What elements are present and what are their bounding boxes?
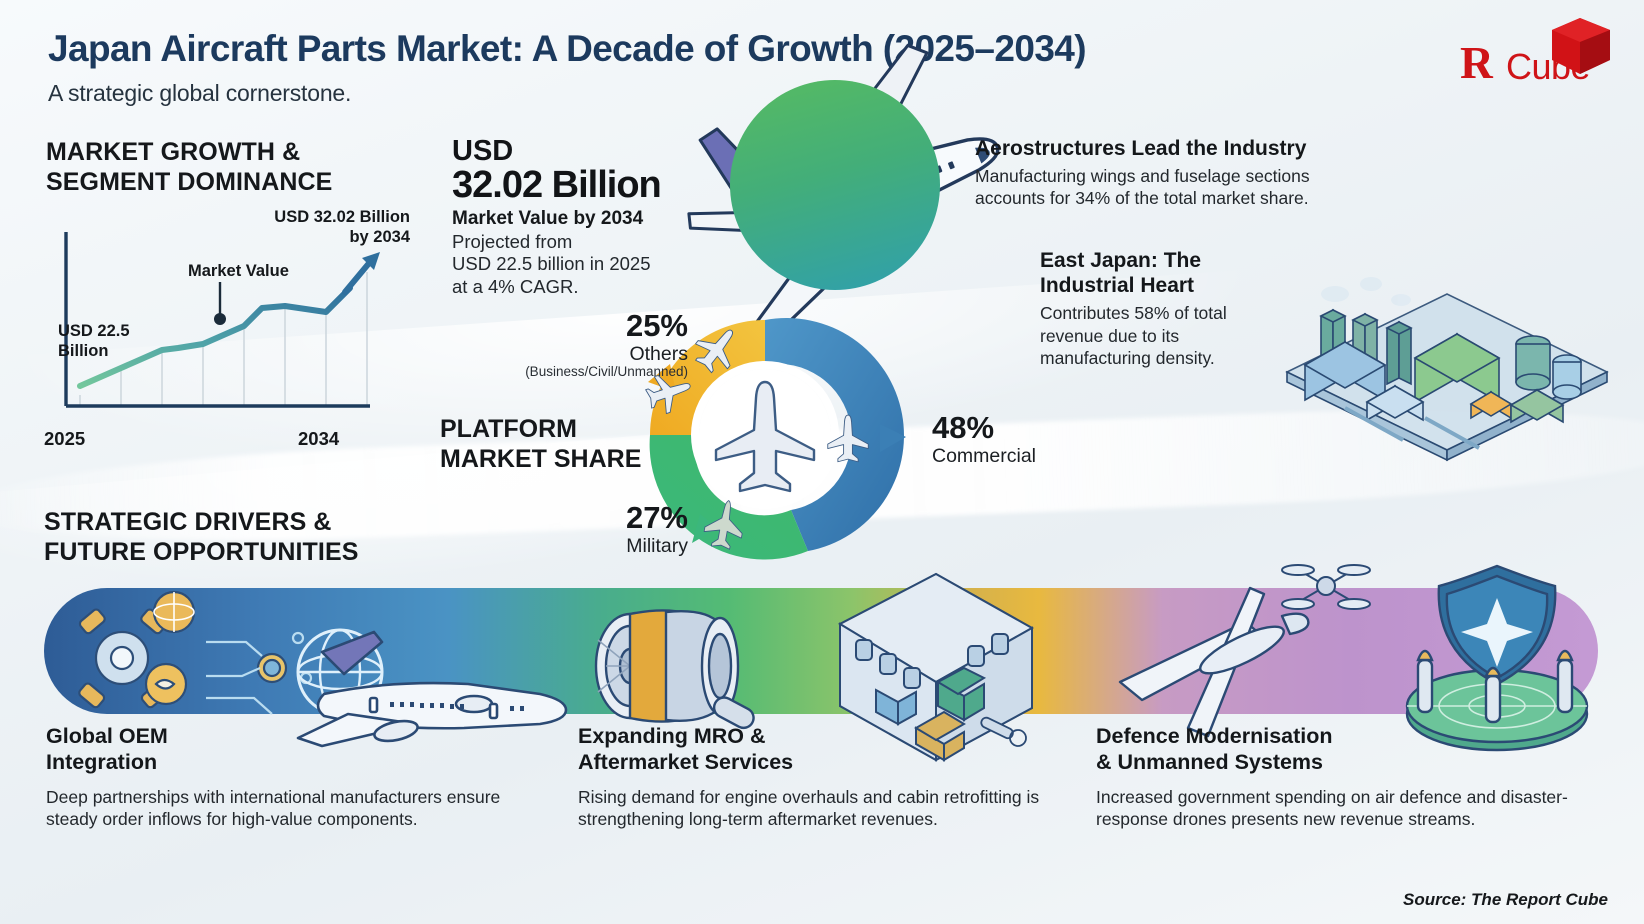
chart-label-end: USD 32.02 Billion by 2034 <box>274 208 410 246</box>
source-attribution: Source: The Report Cube <box>1403 890 1608 909</box>
donut-slice-others-pointer <box>648 364 676 392</box>
chart-trend-arrow <box>342 252 380 295</box>
others-percentage: 25% <box>625 308 688 343</box>
driver-card-global-oem: Global OEM Integration Deep partnerships… <box>46 724 516 830</box>
smoke <box>1321 277 1411 306</box>
market-growth-line-chart: USD 32.02 Billion by 2034 Market Value U… <box>40 200 410 455</box>
stat-currency: USD <box>452 135 514 167</box>
stat-projection: Projected from USD 22.5 billion in 2025 … <box>452 230 651 297</box>
chart-gridlines <box>79 272 368 405</box>
others-sublabel: (Business/Civil/Unmanned) <box>525 363 688 379</box>
donut-chart-title: PLATFORM MARKET SHARE <box>440 415 642 473</box>
section-heading-line2: SEGMENT DOMINANCE <box>46 167 333 196</box>
stat-value: 32.02 Billion <box>452 164 662 206</box>
line-chart-svg <box>64 232 380 408</box>
others-name: Others <box>629 342 688 365</box>
military-jet-icon <box>703 500 743 550</box>
market-value-stat: USD 32.02 Billion Market Value by 2034 P… <box>452 137 687 298</box>
page-title: Japan Aircraft Parts Market: A Decade of… <box>48 28 1087 69</box>
factory-illustration <box>1285 277 1609 462</box>
hero-aircraft-illustration <box>660 43 1030 340</box>
section-heading-line1: MARKET GROWTH & <box>46 138 301 166</box>
section-heading-strategic-drivers: STRATEGIC DRIVERS & FUTURE OPPORTUNITIES <box>44 508 359 567</box>
military-percentage: 27% <box>625 500 688 535</box>
donut-label-others: 25% Others (Business/Civil/Unmanned) <box>512 308 688 380</box>
military-name: Military <box>626 534 688 557</box>
card1-title: Global OEM Integration <box>46 724 168 774</box>
platform-market-share-donut <box>600 300 930 570</box>
donut-slice-military <box>649 435 808 560</box>
donut-chart-svg <box>645 318 906 560</box>
hero-disc-backdrop <box>730 80 940 290</box>
chart-annotation-pointer <box>214 282 226 325</box>
aerostructures-body: Manufacturing wings and fuselage section… <box>975 166 1310 209</box>
page-subtitle: A strategic global cornerstone. <box>48 80 352 106</box>
logo-mark-letter: Я <box>1460 37 1494 88</box>
card3-title: Defence Modernisation & Unmanned Systems <box>1096 724 1333 774</box>
east-japan-body: Contributes 58% of total revenue due to … <box>1040 303 1227 368</box>
commercial-name: Commercial <box>932 444 1037 467</box>
donut-label-military: 27% Military <box>570 500 688 557</box>
card3-body: Increased government spending on air def… <box>1096 786 1568 829</box>
card2-body: Rising demand for engine overhauls and c… <box>578 786 1040 829</box>
center-airplane-icon <box>714 380 816 493</box>
strategic-heading-line2: FUTURE OPPORTUNITIES <box>44 537 359 566</box>
chart-data-line <box>77 285 353 389</box>
east-japan-title: East Japan: The Industrial Heart <box>1040 249 1202 298</box>
drone-uav-illustration <box>1118 564 1371 738</box>
donut-slice-commercial-pointer <box>880 424 906 452</box>
donut-label-commercial: 48% Commercial <box>932 410 1112 467</box>
cabin-retrofit-illustration <box>837 572 1035 762</box>
driver-card-defence-modernisation: Defence Modernisation & Unmanned Systems… <box>1096 724 1596 830</box>
chart-xtick-2025: 2025 <box>44 428 86 449</box>
card2-title: Expanding MRO & Aftermarket Services <box>578 724 794 774</box>
highlight-aerostructures: Aerostructures Lead the Industry Manufac… <box>975 136 1375 210</box>
card1-body: Deep partnerships with international man… <box>46 786 501 829</box>
section-heading-market-growth: MARKET GROWTH & SEGMENT DOMINANCE <box>46 138 332 197</box>
brand-logo[interactable]: Я Cube <box>1456 14 1616 102</box>
stat-caption: Market Value by 2034 <box>452 207 644 229</box>
band-airliner-illustration <box>296 630 568 748</box>
chart-xtick-2034: 2034 <box>298 428 340 449</box>
others-airplane-icons <box>645 329 734 414</box>
chart-label-start: USD 22.5 Billion <box>58 322 130 360</box>
jet-engine-illustration <box>594 609 755 730</box>
aerostructures-title: Aerostructures Lead the Industry <box>975 137 1307 160</box>
strategic-heading-line1: STRATEGIC DRIVERS & <box>44 508 332 536</box>
commercial-airplane-icon <box>827 414 869 463</box>
defence-shield-illustration <box>1405 564 1589 752</box>
commercial-percentage: 48% <box>932 410 995 445</box>
donut-slice-others <box>650 320 765 435</box>
chart-label-market-value: Market Value <box>188 262 289 280</box>
donut-slice-commercial <box>765 318 904 551</box>
highlight-east-japan: East Japan: The Industrial Heart Contrib… <box>1040 248 1280 369</box>
driver-card-mro-aftermarket: Expanding MRO & Aftermarket Services Ris… <box>578 724 1048 830</box>
cube-icon <box>1552 18 1610 74</box>
